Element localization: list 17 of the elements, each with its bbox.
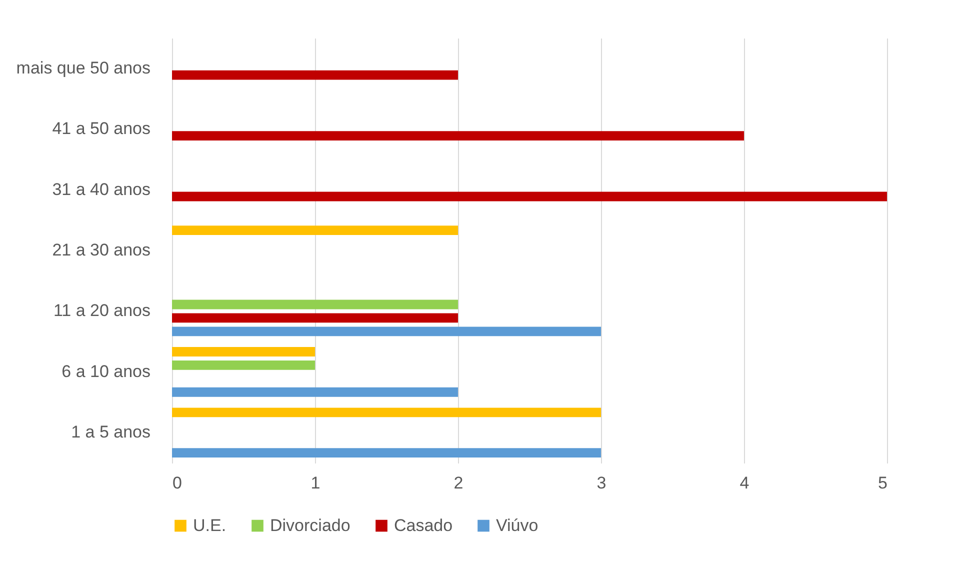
x-tick-label: 0	[172, 474, 182, 492]
y-tick-label: 1 a 5 anos	[71, 422, 150, 442]
x-tick-label: 2	[454, 474, 464, 492]
legend-label: Divorciado	[270, 516, 350, 535]
x-tick-label: 5	[878, 474, 888, 492]
legend-label: Casado	[394, 516, 453, 535]
y-tick-label: mais que 50 anos	[16, 58, 150, 78]
legend-label: Viúvo	[496, 516, 538, 535]
legend-label: U.E.	[193, 516, 226, 535]
y-tick-label: 11 a 20 anos	[53, 301, 150, 320]
x-tick-label: 3	[596, 474, 606, 492]
y-tick-label: 31 a 40 anos	[52, 180, 150, 199]
y-tick-label: 21 a 30 anos	[52, 240, 150, 260]
y-tick-label: 41 a 50 anos	[52, 119, 150, 138]
x-tick-label: 4	[740, 474, 750, 492]
y-tick-label: 6 a 10 anos	[62, 362, 150, 381]
x-tick-label: 1	[310, 474, 320, 492]
